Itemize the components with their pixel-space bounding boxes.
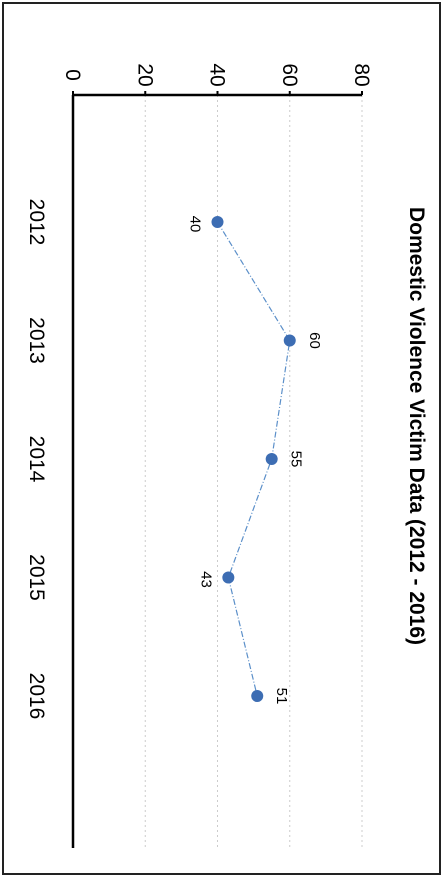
tick-labels: 0 20 40 60 80 2012 2013 2014 2015 2016 xyxy=(25,63,373,719)
category-tick-label-2015: 2015 xyxy=(25,554,48,601)
value-tick-label-20: 20 xyxy=(133,63,156,86)
value-tick-label-40: 40 xyxy=(206,63,229,86)
category-tick-label-2014: 2014 xyxy=(25,436,48,483)
chart-title: Domestic Violence Victim Data (2012 - 20… xyxy=(405,207,428,645)
value-tick-label-0: 0 xyxy=(61,69,84,81)
series-line xyxy=(216,221,291,697)
data-labels: 40 60 55 43 51 xyxy=(187,216,323,705)
data-point-2013 xyxy=(283,334,296,347)
category-tick-label-2016: 2016 xyxy=(25,673,48,720)
data-label-2012: 40 xyxy=(187,216,204,233)
data-point-2016 xyxy=(251,690,264,702)
data-point-2015 xyxy=(222,571,235,584)
category-tick-label-2012: 2012 xyxy=(25,199,48,246)
data-label-2013: 60 xyxy=(306,332,323,349)
axes xyxy=(71,91,363,848)
gridlines xyxy=(144,95,363,848)
data-point-2012 xyxy=(211,216,224,228)
value-tick-label-80: 80 xyxy=(350,63,373,86)
data-point-2014 xyxy=(265,453,278,465)
series-group xyxy=(211,216,296,702)
data-label-2014: 55 xyxy=(288,451,305,468)
value-tick-label-60: 60 xyxy=(278,63,301,86)
category-tick-label-2013: 2013 xyxy=(25,317,48,364)
data-label-2015: 43 xyxy=(197,571,214,588)
data-label-2016: 51 xyxy=(273,688,290,705)
